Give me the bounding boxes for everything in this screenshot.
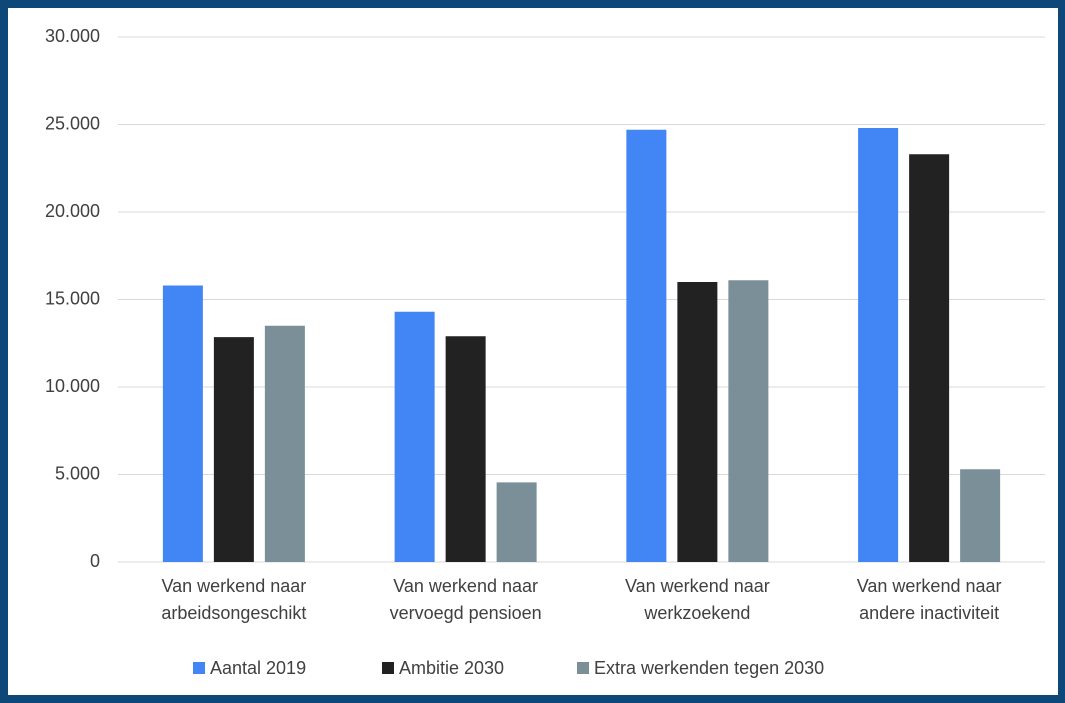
- bar: [960, 469, 1001, 562]
- x-tick-label: andere inactiviteit: [859, 603, 999, 623]
- bar: [858, 128, 899, 562]
- bar: [496, 482, 537, 562]
- y-tick-label: 30.000: [45, 26, 100, 46]
- y-tick-label: 25.000: [45, 113, 100, 133]
- legend-label: Extra werkenden tegen 2030: [594, 658, 824, 678]
- legend-swatch: [577, 662, 589, 674]
- y-tick-label: 15.000: [45, 288, 100, 308]
- y-tick-label: 20.000: [45, 201, 100, 221]
- legend-swatch: [193, 662, 205, 674]
- y-tick-label: 5.000: [55, 463, 100, 483]
- bar: [677, 282, 718, 562]
- bar: [394, 311, 435, 562]
- legend-swatch: [382, 662, 394, 674]
- x-tick-label: werkzoekend: [643, 603, 750, 623]
- y-tick-label: 0: [90, 551, 100, 571]
- bar: [445, 336, 486, 562]
- bar: [213, 337, 254, 562]
- legend-label: Aantal 2019: [210, 658, 306, 678]
- bar: [162, 285, 203, 562]
- bar: [728, 280, 769, 562]
- bar: [626, 129, 667, 562]
- bar: [909, 154, 950, 562]
- x-tick-label: vervoegd pensioen: [390, 603, 542, 623]
- legend-label: Ambitie 2030: [399, 658, 504, 678]
- x-tick-label: Van werkend naar: [161, 576, 306, 596]
- x-tick-label: arbeidsongeschikt: [161, 603, 306, 623]
- x-tick-label: Van werkend naar: [857, 576, 1002, 596]
- y-tick-label: 10.000: [45, 376, 100, 396]
- x-tick-label: Van werkend naar: [625, 576, 770, 596]
- x-tick-label: Van werkend naar: [393, 576, 538, 596]
- bar: [264, 325, 305, 562]
